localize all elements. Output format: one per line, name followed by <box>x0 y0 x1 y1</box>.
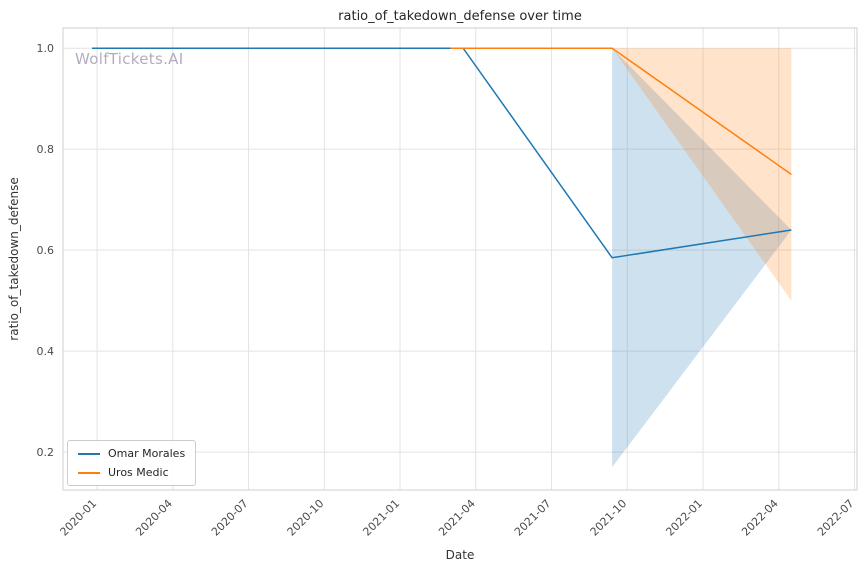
y-tick-label: 0.8 <box>37 143 55 156</box>
legend-label: Uros Medic <box>108 466 169 479</box>
x-tick-label: 2022-07 <box>815 497 857 539</box>
plot-border <box>62 27 858 491</box>
x-tick-label: 2020-07 <box>209 497 251 539</box>
legend: Omar Morales Uros Medic <box>67 440 197 486</box>
x-axis-label: Date <box>445 548 475 562</box>
confidence-band <box>612 48 792 468</box>
legend-label: Omar Morales <box>108 447 186 460</box>
x-tick-label: 2021-10 <box>588 497 630 539</box>
x-tick-label: 2022-04 <box>739 497 781 539</box>
legend-line-swatch <box>78 471 100 474</box>
confidence-band <box>612 48 792 301</box>
x-tick-label: 2022-01 <box>663 497 705 539</box>
watermark: WolfTickets.AI <box>75 50 184 68</box>
x-tick-label: 2020-10 <box>285 497 327 539</box>
y-tick-label: 0.4 <box>37 345 55 358</box>
chart-title: ratio_of_takedown_defense over time <box>338 9 582 24</box>
legend-line-swatch <box>78 452 100 455</box>
legend-item: Omar Morales <box>78 447 185 460</box>
x-tick-label: 2021-07 <box>512 497 554 539</box>
legend-item: Uros Medic <box>78 466 185 479</box>
x-tick-label: 2020-01 <box>58 497 100 539</box>
series-line <box>92 47 792 259</box>
series-line <box>450 47 792 176</box>
x-tick-label: 2021-01 <box>360 497 402 539</box>
y-tick-label: 0.6 <box>37 244 55 257</box>
x-tick-label: 2020-04 <box>133 497 175 539</box>
x-tick-label: 2021-04 <box>436 497 478 539</box>
y-tick-label: 1.0 <box>37 42 55 55</box>
y-axis-label: ratio_of_takedown_defense <box>7 177 21 341</box>
y-tick-label: 0.2 <box>37 446 55 459</box>
